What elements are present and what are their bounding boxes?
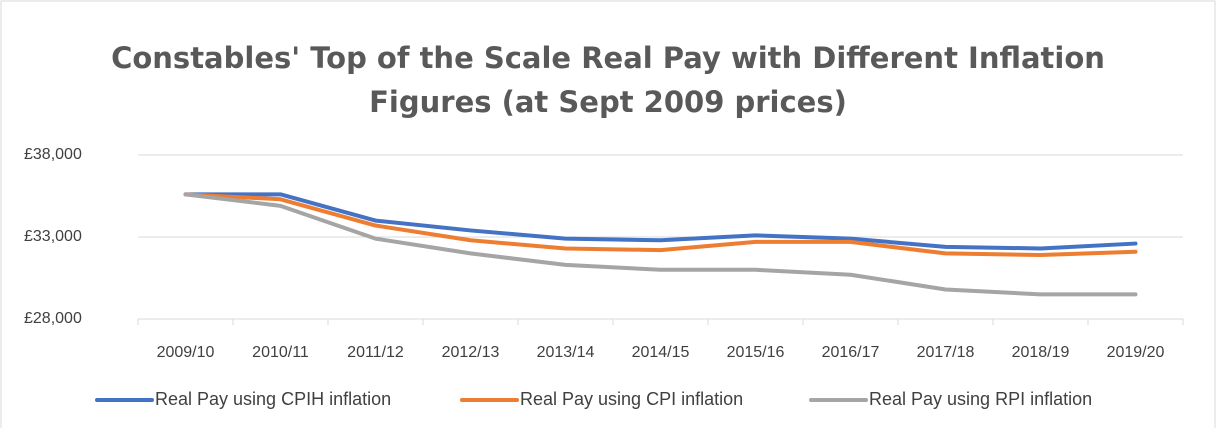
x-tick-label: 2018/19 xyxy=(1012,344,1070,361)
x-tick-label: 2015/16 xyxy=(727,344,785,361)
x-tick-label: 2010/11 xyxy=(252,344,309,361)
y-tick-label: £38,000 xyxy=(24,146,82,163)
series-line xyxy=(183,192,1138,251)
x-tick-label: 2011/12 xyxy=(347,344,404,361)
series-line xyxy=(183,192,1138,258)
y-tick-label: £33,000 xyxy=(24,228,82,245)
legend-label: Real Pay using CPIH inflation xyxy=(155,389,391,409)
x-tick-label: 2009/10 xyxy=(157,344,215,361)
chart-title: Constables' Top of the Scale Real Pay wi… xyxy=(111,41,1105,119)
x-tick-label: 2013/14 xyxy=(537,344,595,361)
x-tick-label: 2017/18 xyxy=(917,344,975,361)
series-line xyxy=(183,192,1138,297)
x-tick-label: 2019/20 xyxy=(1107,344,1165,361)
x-tick-label: 2016/17 xyxy=(822,344,880,361)
y-tick-label: £28,000 xyxy=(24,310,82,327)
legend-label: Real Pay using RPI inflation xyxy=(869,389,1092,409)
x-tick-label: 2012/13 xyxy=(442,344,500,361)
legend-label: Real Pay using CPI inflation xyxy=(520,389,743,409)
x-tick-label: 2014/15 xyxy=(632,344,690,361)
